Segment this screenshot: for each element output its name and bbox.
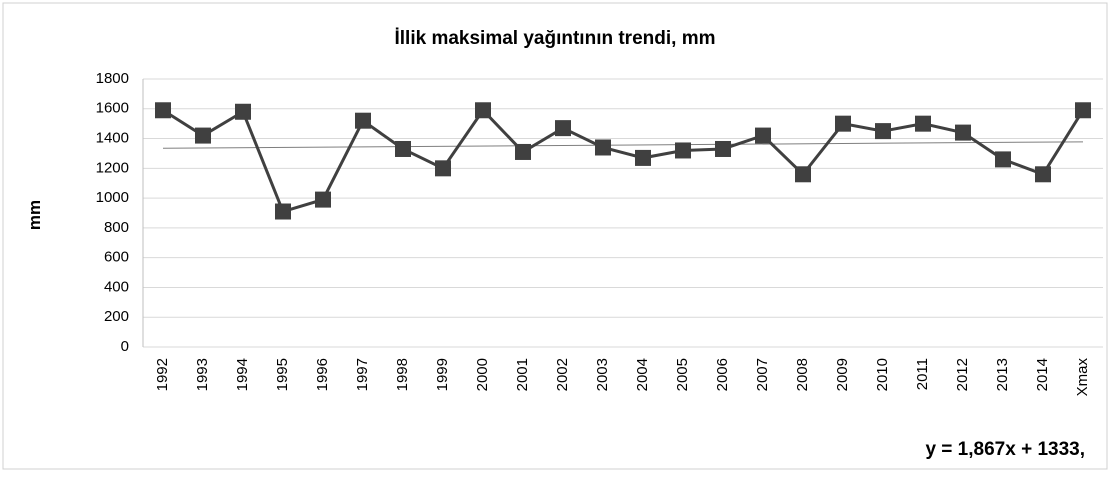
x-tick-label: 1993 (194, 358, 211, 391)
marker (915, 115, 931, 132)
marker (795, 166, 811, 183)
y-tick-label: 1000 (96, 189, 129, 206)
marker (395, 140, 411, 157)
marker (995, 151, 1011, 168)
chart-border (2, 2, 1108, 470)
x-tick-label: 2000 (474, 358, 491, 391)
y-tick-label: 800 (104, 219, 129, 236)
x-tick-label: 1999 (434, 358, 451, 391)
marker (755, 127, 771, 144)
chart-title: İllik maksimal yağıntının trendi, mm (395, 28, 716, 49)
x-tick-label: 2008 (794, 358, 811, 391)
y-tick-label: 200 (104, 308, 129, 325)
x-tick-label: 2005 (674, 358, 691, 391)
x-tick-label: 1995 (274, 358, 291, 391)
y-tick-label: 0 (121, 338, 129, 355)
y-tick-label: 1600 (96, 100, 129, 117)
marker (1035, 166, 1051, 183)
marker (675, 142, 691, 159)
marker (875, 123, 891, 140)
x-tick-label: Xmax (1074, 358, 1091, 397)
marker (715, 140, 731, 157)
marker (635, 149, 651, 166)
x-tick-label: 2013 (994, 358, 1011, 391)
x-tick-label: 1996 (314, 358, 331, 391)
marker (355, 112, 371, 129)
x-tick-label: 2011 (914, 358, 931, 390)
x-tick-label: 2014 (1034, 358, 1051, 391)
marker (275, 203, 291, 220)
x-tick-label: 2012 (954, 358, 971, 391)
y-tick-label: 400 (104, 278, 129, 295)
marker (955, 124, 971, 141)
x-tick-label: 1994 (234, 358, 251, 391)
marker (475, 102, 491, 119)
marker (555, 120, 571, 137)
x-tick-label: 2001 (514, 358, 531, 391)
x-tick-label: 2007 (754, 358, 771, 391)
x-tick-label: 1992 (154, 358, 171, 391)
y-tick-label: 1800 (96, 70, 129, 87)
marker (435, 160, 451, 177)
marker (195, 127, 211, 144)
marker (515, 143, 531, 160)
trendline (162, 141, 1084, 149)
x-tick-label: 2004 (634, 358, 651, 391)
x-tick-label: 1997 (354, 358, 371, 391)
marker (315, 191, 331, 208)
x-tick-label: 2009 (834, 358, 851, 391)
marker (235, 103, 251, 120)
x-tick-label: 2006 (714, 358, 731, 391)
y-tick-label: 600 (104, 249, 129, 266)
x-tick-label: 2003 (594, 358, 611, 391)
marker (155, 102, 171, 119)
x-tick-label: 1998 (394, 358, 411, 391)
marker (835, 115, 851, 132)
y-tick-label: 1400 (96, 130, 129, 147)
trend-equation: y = 1,867x + 1333, (925, 439, 1085, 460)
marker (1075, 102, 1091, 119)
x-tick-label: 2002 (554, 358, 571, 391)
y-tick-label: 1200 (96, 159, 129, 176)
marker (595, 139, 611, 156)
y-axis-label: mm (25, 200, 44, 230)
x-tick-label: 2010 (874, 358, 891, 391)
